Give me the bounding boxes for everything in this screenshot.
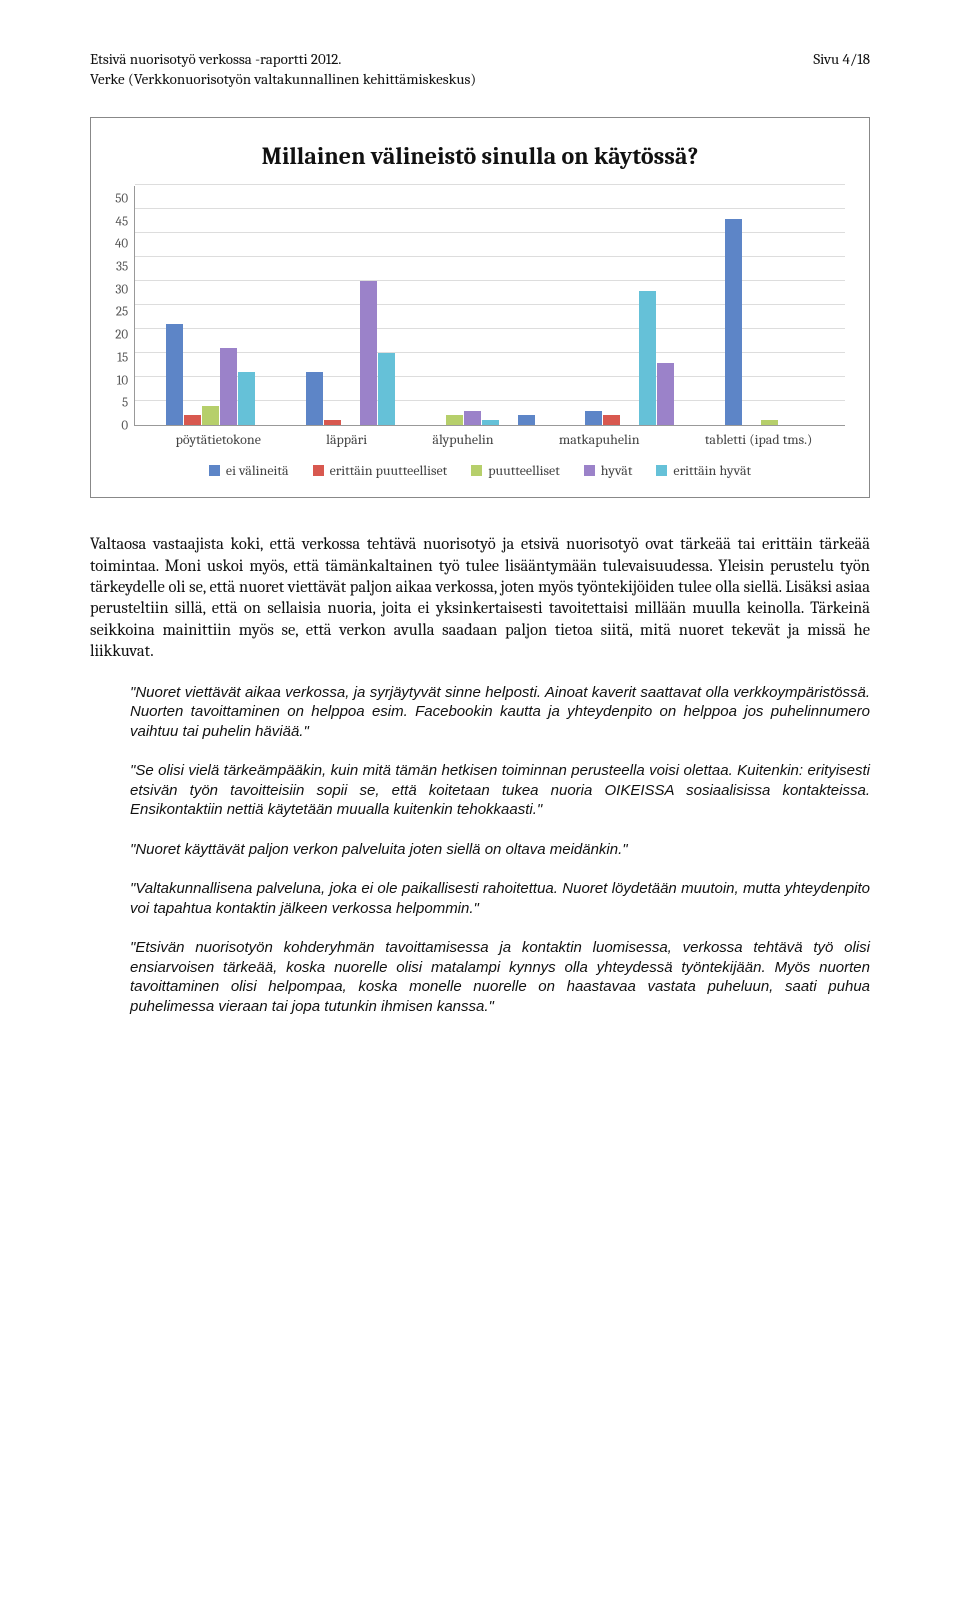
bar [202,406,219,425]
bar [166,324,183,425]
x-label: pöytätietokone [176,432,261,448]
bar-group [446,186,535,425]
bar-groups [135,186,845,425]
bar [306,372,323,425]
legend-item: hyvät [584,462,633,479]
chart-container: Millainen välineistö sinulla on käytössä… [90,117,870,498]
y-tick: 50 [115,193,128,206]
chart-legend: ei välineitä erittäin puutteelliset puutte… [115,462,845,479]
y-tick: 35 [115,261,128,274]
bar [482,420,499,425]
chart-plot-area: 05101520253035404550 [115,186,845,426]
legend-item: erittäin hyvät [656,462,751,479]
bar [378,353,395,425]
bar [518,415,535,425]
quote: "Valtakunnallisena palveluna, joka ei ol… [130,879,870,918]
bar [725,219,742,425]
bar [446,415,463,425]
legend-swatch [656,465,667,476]
x-label: läppäri [326,432,367,448]
chart-plot [134,186,845,426]
bar-group [306,186,395,425]
y-tick: 25 [115,306,128,319]
bar-group [725,186,814,425]
header-subtitle: Verke (Verkkonuorisotyön valtakunnalline… [90,70,476,90]
chart-title: Millainen välineistö sinulla on käytössä… [115,142,845,170]
y-tick: 30 [115,283,128,296]
legend-swatch [209,465,220,476]
header-title: Etsivä nuorisotyö verkossa -raportti 201… [90,50,476,70]
y-axis: 05101520253035404550 [115,186,134,426]
y-tick: 15 [115,351,128,364]
y-tick: 10 [115,374,128,387]
bar [220,348,237,425]
x-label: tabletti (ipad tms.) [705,432,813,448]
legend-item: erittäin puutteelliset [313,462,448,479]
page-number: Sivu 4/18 [813,50,870,89]
quote: "Etsivän nuorisotyön kohderyhmän tavoitt… [130,938,870,1016]
bar-group [166,186,255,425]
bar [464,411,481,425]
legend-label: ei välineitä [226,462,289,479]
bar [238,372,255,425]
bar [761,420,778,425]
legend-label: hyvät [601,462,633,479]
quote: "Nuoret viettävät aikaa verkossa, ja syr… [130,683,870,742]
legend-swatch [313,465,324,476]
quote: "Nuoret käyttävät paljon verkon palvelui… [130,840,870,860]
bar [184,415,201,425]
legend-swatch [584,465,595,476]
legend-item: ei välineitä [209,462,289,479]
legend-swatch [471,465,482,476]
y-tick: 45 [115,215,128,228]
header-left: Etsivä nuorisotyö verkossa -raportti 201… [90,50,476,89]
x-label: matkapuhelin [559,432,640,448]
legend-label: erittäin hyvät [673,462,751,479]
x-axis-labels: pöytätietokone läppäri älypuhelin matkapuhe… [143,432,845,448]
bar [639,291,656,425]
quote: "Se olisi vielä tärkeämpääkin, kuin mitä… [130,761,870,820]
y-tick: 0 [115,419,128,432]
bar [657,363,674,425]
bar [360,281,377,425]
page-header: Etsivä nuorisotyö verkossa -raportti 201… [90,50,870,89]
legend-item: puutteelliset [471,462,560,479]
bar-group [585,186,674,425]
y-tick: 5 [115,397,128,410]
x-label: älypuhelin [432,432,493,448]
legend-label: erittäin puutteelliset [330,462,448,479]
bar [585,411,602,425]
y-tick: 40 [115,238,128,251]
y-tick: 20 [115,329,128,342]
quotes-block: "Nuoret viettävät aikaa verkossa, ja syr… [90,683,870,1017]
bar [324,420,341,425]
body-paragraph: Valtaosa vastaajista koki, että verkossa… [90,534,870,663]
bar [603,415,620,425]
legend-label: puutteelliset [488,462,560,479]
